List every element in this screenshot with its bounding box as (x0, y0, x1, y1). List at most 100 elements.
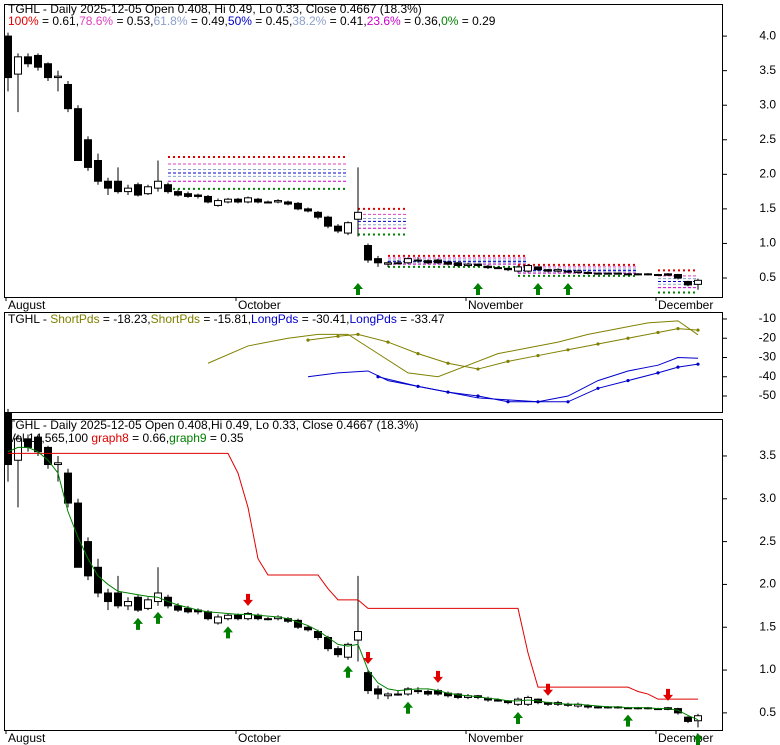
buy-arrow (403, 701, 413, 714)
candle-body (374, 688, 382, 695)
candle-body (484, 265, 492, 269)
line-marker (566, 348, 570, 352)
candle-body (314, 211, 322, 218)
line-marker (696, 362, 700, 366)
candle-body (54, 462, 62, 466)
y-tick-label: 4.0 (759, 28, 776, 42)
legend-label: 23.6% (367, 14, 401, 28)
legend-label: 61.8% (153, 14, 187, 28)
candle-body (524, 696, 532, 705)
line-marker (696, 328, 700, 332)
legend-value: = 0.53, (113, 14, 153, 28)
candle-body (74, 108, 82, 162)
candle-body (174, 605, 182, 611)
y-tick-label: 2.0 (759, 166, 776, 180)
line-marker (626, 379, 630, 383)
line-marker (626, 336, 630, 340)
y-tick-label: 1.5 (759, 201, 776, 215)
line-marker (356, 332, 360, 336)
y-tick-label: -30 (759, 350, 777, 364)
candle-body (124, 187, 132, 193)
buy-arrow (533, 283, 543, 295)
signal-panel-frame (4, 419, 723, 731)
header: Vol 14,565,100 graph8 = 0.66,graph9 = 0.… (8, 431, 244, 445)
candle-body (304, 208, 312, 212)
buy-arrow (623, 714, 633, 727)
candle-body (184, 607, 192, 613)
y-tick-label: 1.0 (759, 236, 776, 250)
buy-arrow (693, 733, 703, 745)
price-panel-frame (4, 4, 723, 298)
candle-body (434, 259, 442, 264)
candle-body (364, 672, 372, 692)
candle-body (234, 198, 242, 203)
line-marker (306, 338, 310, 342)
candle-body (654, 274, 662, 277)
legend-label: 0% (441, 14, 459, 28)
line-marker (476, 394, 480, 398)
candle-body (444, 261, 452, 265)
x-tick-label: November (468, 731, 523, 745)
line-marker (676, 327, 680, 331)
candle-body (244, 613, 252, 620)
y-tick-label: -10 (759, 311, 777, 325)
line-marker (656, 330, 660, 335)
candle-body (254, 198, 262, 203)
buy-arrow (473, 283, 483, 295)
candle-body (44, 446, 52, 466)
candle-body (614, 272, 622, 275)
candle-body (294, 202, 302, 210)
legend-value: = -30.41, (298, 312, 349, 326)
x-tick-label: October (238, 731, 281, 745)
sell-arrow (243, 593, 253, 606)
candle-body (314, 631, 322, 639)
candle-body (264, 201, 272, 204)
candle-body (524, 265, 532, 272)
indicator-line (207, 320, 699, 378)
legend-value: = -18.23, (100, 312, 151, 326)
y-tick-label: 1.5 (759, 619, 776, 633)
y-tick-label: -50 (759, 388, 777, 402)
candle-body (304, 626, 312, 631)
candle-body (84, 139, 92, 168)
y-tick-label: 1.0 (759, 662, 776, 676)
candle-body (224, 614, 232, 620)
candle-body (554, 269, 562, 272)
candle-body (594, 272, 602, 275)
y-tick-label: 2.5 (759, 534, 776, 548)
candle-body (64, 83, 72, 110)
candle-body (274, 200, 282, 203)
x-tick-label: December (658, 298, 713, 312)
buy-arrow (133, 617, 143, 630)
candle-body (24, 56, 32, 65)
candle-body (14, 56, 22, 75)
candle-body (324, 216, 332, 227)
line-marker (476, 367, 480, 371)
candle-body (234, 614, 242, 620)
indicator-line (307, 356, 699, 403)
candle-body (204, 195, 212, 203)
y-tick-label: 3.0 (759, 97, 776, 111)
sell-arrow (433, 670, 443, 683)
line-marker (336, 334, 340, 338)
line-marker (676, 365, 680, 369)
candle-body (534, 266, 542, 271)
header: 100% = 0.61,78.6% = 0.53,61.8% = 0.49,50… (8, 14, 496, 28)
legend-label: 38.2% (292, 14, 326, 28)
y-tick-label: 2.5 (759, 132, 776, 146)
candle-body (284, 201, 292, 205)
candle-body (514, 266, 522, 272)
legend-value: = 0.61, (39, 14, 79, 28)
line-marker (506, 359, 510, 363)
buy-arrow (353, 283, 363, 295)
y-tick-label: 3.5 (759, 63, 776, 77)
candle-body (74, 502, 82, 568)
candle-body (354, 211, 362, 220)
candle-body (14, 438, 22, 461)
candle-body (384, 693, 392, 697)
candle-body (224, 198, 232, 203)
candle-body (494, 699, 502, 702)
candle-body (64, 472, 72, 504)
legend-value: = 0.41, (326, 14, 366, 28)
